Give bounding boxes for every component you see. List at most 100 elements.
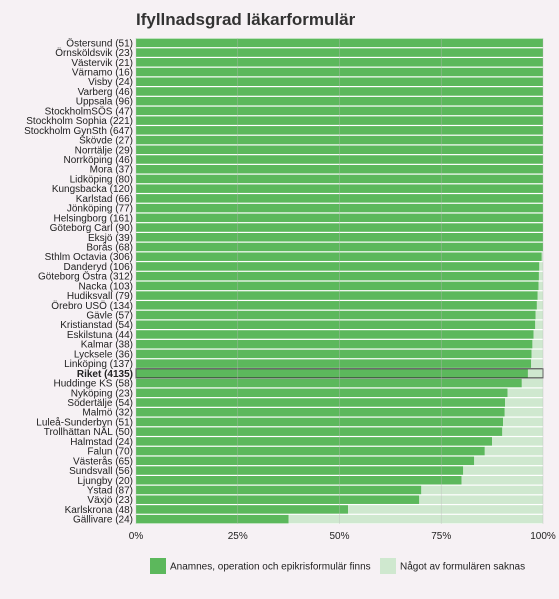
bar-missing — [535, 310, 543, 320]
bar-complete — [136, 407, 505, 417]
bar-complete — [136, 359, 532, 368]
bar-complete — [136, 505, 349, 514]
category-label: Riket (4135) — [77, 369, 133, 380]
bar-complete — [136, 301, 537, 310]
category-label: Norrtälje (29) — [75, 145, 133, 156]
x-tick-label: 0% — [129, 531, 144, 542]
bar-complete — [136, 388, 508, 398]
category-label: Växjö (23) — [87, 495, 133, 506]
bar-complete — [136, 446, 485, 456]
category-label: Ystad (87) — [87, 485, 133, 496]
bar-missing — [541, 252, 543, 261]
category-label: Karlstad (66) — [76, 194, 133, 205]
bar-complete — [136, 291, 538, 300]
legend-swatch — [150, 558, 166, 574]
category-label: Trollhättan NÄL (50) — [44, 426, 133, 438]
bar-missing — [474, 456, 543, 466]
chart-title: Ifyllnadsgrad läkarformulär — [136, 10, 356, 29]
bar-complete — [136, 349, 532, 359]
category-label: Malmö (32) — [82, 408, 133, 419]
category-label: Linköping (137) — [64, 359, 133, 370]
bar-complete — [136, 320, 536, 329]
category-label: Huddinge KS (58) — [54, 379, 134, 390]
category-label: Norrköping (46) — [64, 155, 133, 166]
category-label: Södertälje (54) — [67, 398, 133, 409]
category-label: Lidköping (80) — [70, 174, 133, 185]
legend-swatch — [380, 558, 396, 574]
x-tick-label: 100% — [530, 531, 556, 542]
x-tick-label: 75% — [431, 531, 451, 542]
bar-missing — [533, 330, 543, 339]
category-label: Göteborg Carl (90) — [50, 223, 133, 234]
bar-missing — [532, 339, 543, 349]
category-label: Luleå-Sunderbyn (51) — [36, 416, 133, 428]
bar-missing — [463, 466, 543, 475]
category-label: Hudiksvall (79) — [67, 291, 133, 302]
category-label: Sthlm Octavia (306) — [45, 252, 133, 263]
bar-complete — [136, 310, 536, 320]
category-label: Stockholm Sophia (221) — [26, 116, 133, 127]
bar-missing — [531, 359, 543, 368]
bar-missing — [536, 301, 543, 310]
bar-complete — [136, 456, 475, 466]
bar-missing — [288, 514, 543, 524]
bar-complete — [136, 378, 522, 388]
category-label: Lycksele (36) — [74, 349, 133, 360]
bar-complete — [136, 339, 533, 349]
category-label: Mora (37) — [90, 165, 133, 176]
x-tick-label: 25% — [228, 531, 248, 542]
bar-missing — [348, 505, 543, 514]
bar-complete — [136, 476, 462, 485]
bar-missing — [538, 281, 543, 291]
bar-missing — [484, 446, 543, 456]
bar-complete — [136, 427, 503, 436]
category-label: Visby (24) — [88, 77, 133, 88]
bar-missing — [539, 262, 543, 271]
bar-complete — [136, 369, 528, 378]
bar-missing — [503, 417, 543, 427]
category-label: Örebro USÖ (134) — [51, 300, 133, 312]
category-label: Eksjö (39) — [88, 233, 133, 244]
bar-complete — [136, 437, 493, 446]
category-label: Kungsbacka (120) — [52, 184, 133, 195]
category-label: Västerås (65) — [73, 455, 133, 467]
bar-missing — [502, 427, 543, 436]
bar-missing — [461, 476, 543, 485]
bar-missing — [527, 369, 543, 378]
bar-missing — [421, 485, 543, 495]
category-label: Kalmar (38) — [81, 340, 133, 351]
category-label: Gävle (57) — [86, 311, 133, 322]
bar-complete — [136, 398, 506, 407]
category-label: Kristianstad (54) — [60, 320, 133, 331]
category-label: Jönköping (77) — [67, 204, 133, 215]
category-label: Skövde (27) — [79, 136, 133, 147]
category-label: Örnsköldsvik (23) — [55, 47, 133, 59]
category-label: Danderyd (106) — [64, 262, 133, 273]
category-label: Värnamo (16) — [72, 68, 133, 79]
category-label: Falun (70) — [87, 447, 133, 458]
category-label: Borås (68) — [86, 241, 133, 253]
category-label: Gällivare (24) — [73, 515, 133, 526]
category-label: Varberg (46) — [78, 87, 133, 98]
category-label: Halmstad (24) — [70, 437, 133, 448]
legend-label: Anamnes, operation och epikrisformulär f… — [170, 562, 371, 573]
category-label: Helsingborg (161) — [54, 213, 134, 224]
category-label: Karlskrona (48) — [65, 505, 133, 516]
category-label: StockholmSÖS (47) — [45, 105, 133, 117]
bar-complete — [136, 485, 422, 495]
bar-missing — [535, 320, 543, 329]
bar-complete — [136, 495, 420, 504]
bar-missing — [505, 398, 543, 407]
category-label: Uppsala (96) — [76, 97, 133, 108]
bar-missing — [492, 437, 543, 446]
bar-complete — [136, 281, 539, 291]
bar-complete — [136, 466, 464, 475]
bar-missing — [419, 495, 543, 504]
bar-complete — [136, 262, 540, 271]
category-label: Göteborg Östra (312) — [38, 271, 133, 283]
bar-complete — [136, 417, 504, 427]
category-label: Eskilstuna (44) — [67, 330, 133, 341]
category-label: Sundsvall (56) — [69, 466, 133, 477]
